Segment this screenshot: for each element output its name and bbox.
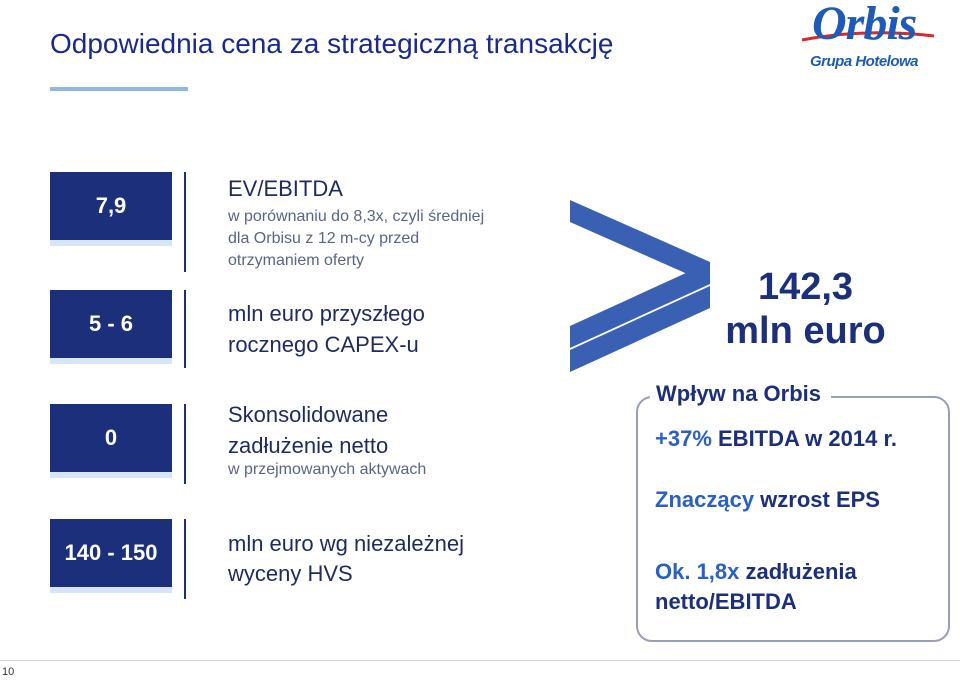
impact-debt-line2: netto/EBITDA — [655, 587, 797, 617]
impact-debt-text: zadłużenia — [739, 559, 857, 584]
comparison-value: 142,3 mln euro — [718, 265, 893, 353]
comparison-value-number: 142,3 — [757, 266, 854, 308]
orbis-logo: Orbis Grupa Hotelowa — [796, 0, 936, 74]
title-underline — [50, 87, 188, 91]
metric-valuation-value: 140 - 150 — [50, 519, 172, 593]
metric-capex-label-line2: rocznego CAPEX-u — [228, 332, 419, 357]
page-number: 10 — [2, 666, 15, 678]
impact-debt-line1: Ok. 1,8x zadłużenia — [655, 557, 857, 587]
impact-debt-value: Ok. 1,8x — [655, 559, 740, 584]
metric-ev-ebitda-label: EV/EBITDA — [228, 176, 343, 201]
impact-ebitda: +37% EBITDA w 2014 r. — [655, 424, 897, 454]
divider — [184, 172, 186, 272]
logo-swoosh-icon — [801, 31, 935, 42]
impact-debt-ratio: /EBITDA — [708, 589, 797, 614]
impact-title: Wpływ na Orbis — [650, 381, 832, 407]
comparison-value-unit: mln euro — [725, 310, 886, 352]
metric-valuation-label-line1: mln euro wg niezależnej — [228, 531, 465, 556]
metric-debt-label-line2: zadłużenie netto — [228, 433, 389, 458]
metric-ev-ebitda-note: w porównaniu do 8,3x, czyli średniej dla… — [228, 208, 485, 269]
divider — [184, 519, 186, 599]
impact-eps-text: wzrost EPS — [754, 487, 880, 512]
greater-than-icon — [570, 200, 710, 372]
divider — [184, 290, 186, 368]
metric-capex-label-line1: mln euro przyszłego — [228, 301, 425, 326]
impact-eps-highlight: Znaczący — [655, 487, 755, 512]
impact-ebitda-value: +37% — [655, 426, 712, 451]
logo-subtitle: Grupa Hotelowa — [810, 53, 919, 70]
metric-debt-label-line1: Skonsolidowane — [228, 402, 389, 427]
metric-valuation-label-line2: wyceny HVS — [228, 561, 353, 586]
footer-rule — [0, 660, 960, 661]
divider — [184, 404, 186, 484]
metric-debt-note: w przejmowanych aktywach — [228, 461, 427, 478]
metric-ev-ebitda-value: 7,9 — [50, 172, 172, 246]
impact-eps: Znaczący wzrost EPS — [655, 485, 880, 515]
logo-word: Orbis — [812, 0, 917, 50]
impact-debt-net: netto — [655, 589, 709, 614]
metric-capex-value: 5 - 6 — [50, 290, 172, 364]
metric-debt-value: 0 — [50, 404, 172, 478]
impact-ebitda-text: EBITDA w 2014 r. — [711, 426, 897, 451]
page-title: Odpowiednia cena za strategiczną transak… — [50, 28, 614, 59]
